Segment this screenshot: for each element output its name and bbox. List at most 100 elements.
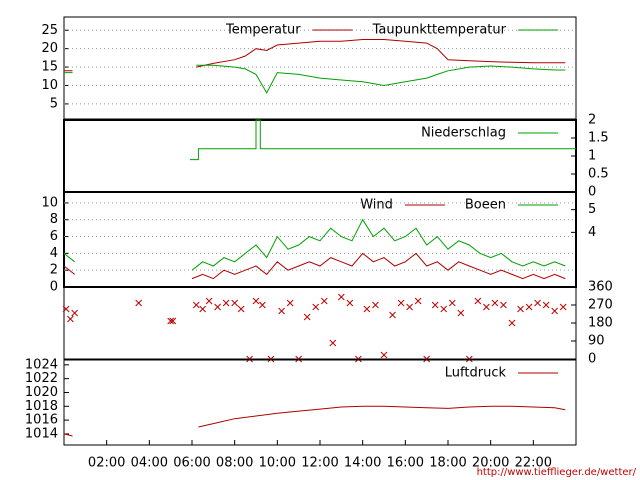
direction-marker [169, 317, 177, 325]
series-line [64, 64, 566, 94]
direction-marker [483, 303, 490, 311]
x-tick-label: 20:00 [472, 456, 509, 471]
y-tick-label: 15 [41, 60, 58, 75]
direction-marker [500, 301, 507, 309]
direction-marker [508, 319, 516, 327]
y2-tick-label: 0 [588, 185, 596, 200]
x-tick-label: 16:00 [387, 456, 424, 471]
direction-marker [259, 301, 266, 309]
direction-marker [278, 307, 285, 315]
y-tick-label: 2 [50, 263, 58, 278]
direction-marker [214, 303, 221, 311]
direction-marker [286, 299, 294, 307]
direction-marker [62, 305, 70, 313]
y2-tick-label: 270 [588, 298, 613, 313]
direction-marker [448, 299, 456, 307]
direction-marker [205, 297, 213, 305]
direction-marker [465, 355, 473, 363]
direction-marker [517, 305, 524, 313]
x-tick-label: 10:00 [259, 456, 296, 471]
legend-label: Niederschlag [421, 126, 506, 141]
direction-marker [542, 301, 550, 309]
x-tick-label: 14:00 [344, 456, 381, 471]
source-link: http://www.tiefflieger.de/wetter/ [477, 467, 637, 478]
direction-marker [423, 355, 431, 363]
direction-marker [252, 297, 260, 305]
direction-marker [457, 309, 465, 317]
y-tick-label: 10 [41, 195, 58, 210]
direction-marker [397, 299, 405, 307]
x-tick-label: 12:00 [301, 456, 338, 471]
y-tick-label: 0 [50, 280, 58, 295]
y2-tick-label: 180 [588, 316, 613, 331]
series-line [63, 252, 566, 280]
x-tick-label: 04:00 [131, 456, 168, 471]
direction-marker [267, 355, 275, 363]
direction-marker [167, 317, 175, 325]
direction-marker [71, 309, 79, 317]
direction-marker [192, 301, 200, 309]
y-tick-label: 10 [41, 78, 58, 93]
direction-marker [337, 293, 345, 301]
direction-marker [231, 299, 239, 307]
direction-marker [525, 303, 533, 311]
y2-tick-label: 90 [588, 334, 605, 349]
x-tick-label: 08:00 [216, 456, 253, 471]
direction-marker [355, 355, 362, 363]
direction-marker [346, 299, 354, 307]
x-tick-label: 06:00 [173, 456, 210, 471]
x-tick-label: 22:00 [515, 456, 552, 471]
y-tick-label: 1022 [25, 371, 58, 386]
y-tick-label: 20 [41, 41, 58, 56]
y2-tick-label: 360 [588, 280, 613, 295]
y-tick-label: 5 [50, 96, 58, 111]
direction-marker [559, 303, 567, 311]
direction-marker [303, 313, 311, 321]
direction-marker [67, 315, 74, 323]
y2-tick-label: 1.5 [588, 131, 609, 146]
direction-marker [372, 301, 379, 309]
y2-tick-label: 1 [588, 149, 596, 164]
y-tick-label: 1014 [25, 426, 58, 441]
direction-marker [320, 297, 328, 305]
direction-marker [237, 305, 245, 313]
series-line [63, 218, 566, 271]
direction-marker [474, 297, 482, 305]
y2-tick-label: 2 [588, 113, 596, 128]
direction-marker [363, 305, 371, 313]
direction-marker [414, 297, 422, 305]
y2-tick-label: 4 [588, 225, 596, 240]
direction-marker [431, 301, 439, 309]
y-tick-label: 25 [41, 23, 58, 38]
legend-label: Luftdruck [445, 366, 507, 381]
x-tick-label: 02:00 [88, 456, 125, 471]
direction-marker [534, 299, 541, 307]
y-tick-label: 1024 [25, 357, 58, 372]
series-line [189, 119, 576, 161]
direction-marker [440, 305, 448, 313]
y2-tick-label: 0 [588, 352, 596, 367]
direction-marker [199, 305, 207, 313]
direction-marker [312, 303, 320, 311]
y2-tick-label: 0.5 [588, 167, 609, 182]
legend-label: Temperatur [225, 23, 301, 38]
direction-marker [222, 299, 230, 307]
direction-marker [389, 311, 396, 319]
series-line [64, 39, 566, 72]
direction-marker [406, 303, 413, 311]
y-tick-label: 4 [50, 246, 58, 261]
direction-marker [295, 355, 303, 363]
y-tick-label: 1018 [25, 399, 58, 414]
direction-marker [329, 339, 337, 347]
series-line [63, 405, 566, 437]
direction-marker [380, 351, 388, 359]
legend-label: Wind [360, 198, 393, 213]
y2-tick-label: 5 [588, 202, 596, 217]
direction-marker [135, 299, 143, 307]
direction-marker [246, 355, 253, 363]
y-tick-label: 6 [50, 229, 58, 244]
legend-label: Taupunkttemperatur [372, 23, 507, 38]
direction-marker [551, 307, 559, 315]
